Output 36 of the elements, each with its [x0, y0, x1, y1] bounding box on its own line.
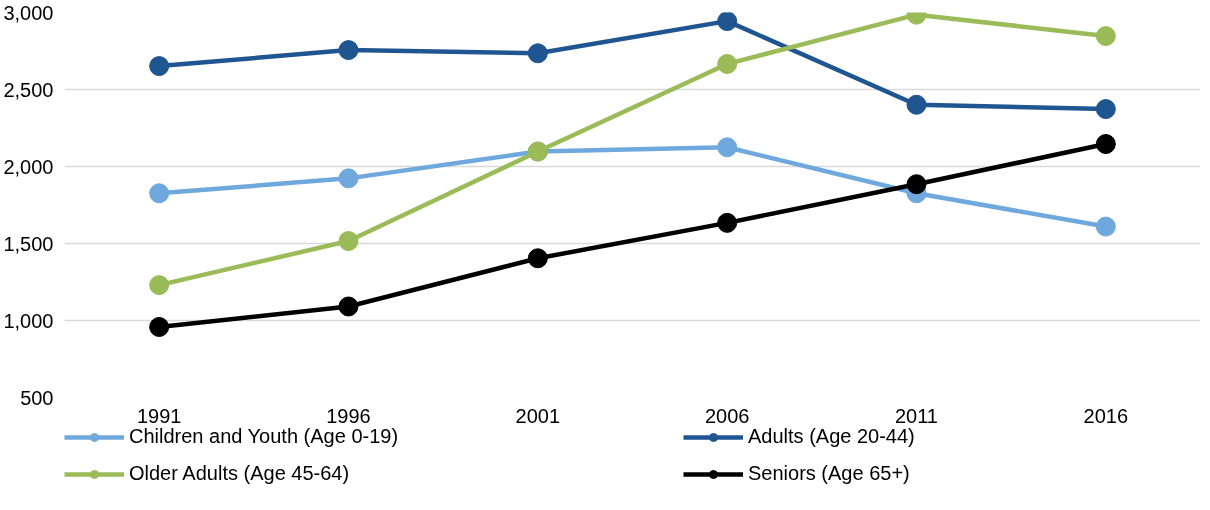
x-tick-label: 1991: [136, 404, 182, 427]
legend-label: Seniors (Age 65+): [748, 462, 911, 485]
point: [149, 316, 170, 337]
legend-label: Adults (Age 20-44): [748, 425, 916, 448]
y-tick-label: 1,000: [3, 309, 54, 332]
point: [149, 183, 170, 204]
x-tick-label: 2006: [704, 404, 750, 427]
y-tick-label: 500: [20, 386, 54, 409]
point: [149, 56, 170, 77]
point: [338, 231, 359, 252]
y-tick-label: 2,000: [3, 155, 54, 178]
point: [717, 12, 738, 32]
y-tick-label: 1,500: [3, 232, 54, 255]
point: [1095, 216, 1116, 237]
point: [338, 296, 359, 317]
point: [527, 248, 548, 269]
point: [1095, 99, 1116, 120]
point: [717, 53, 738, 74]
x-tick-label: 2001: [515, 404, 561, 427]
point: [906, 94, 927, 115]
point: [149, 275, 170, 296]
point: [1095, 134, 1116, 154]
point: [527, 43, 548, 64]
y-tick-label: 2,500: [3, 78, 54, 101]
point: [1095, 26, 1116, 47]
x-tick-label: 1996: [326, 404, 371, 427]
point: [717, 137, 738, 158]
y-tick-label: 3,000: [3, 1, 54, 24]
point: [717, 212, 738, 233]
x-tick-label: 2016: [1083, 404, 1129, 427]
point: [906, 174, 927, 195]
legend-label: Older Adults (Age 45-64): [129, 462, 351, 485]
legend-label: Children and Youth (Age 0-19): [129, 425, 400, 448]
point: [338, 40, 359, 61]
point: [338, 168, 359, 189]
x-tick-label: 2011: [895, 404, 939, 427]
